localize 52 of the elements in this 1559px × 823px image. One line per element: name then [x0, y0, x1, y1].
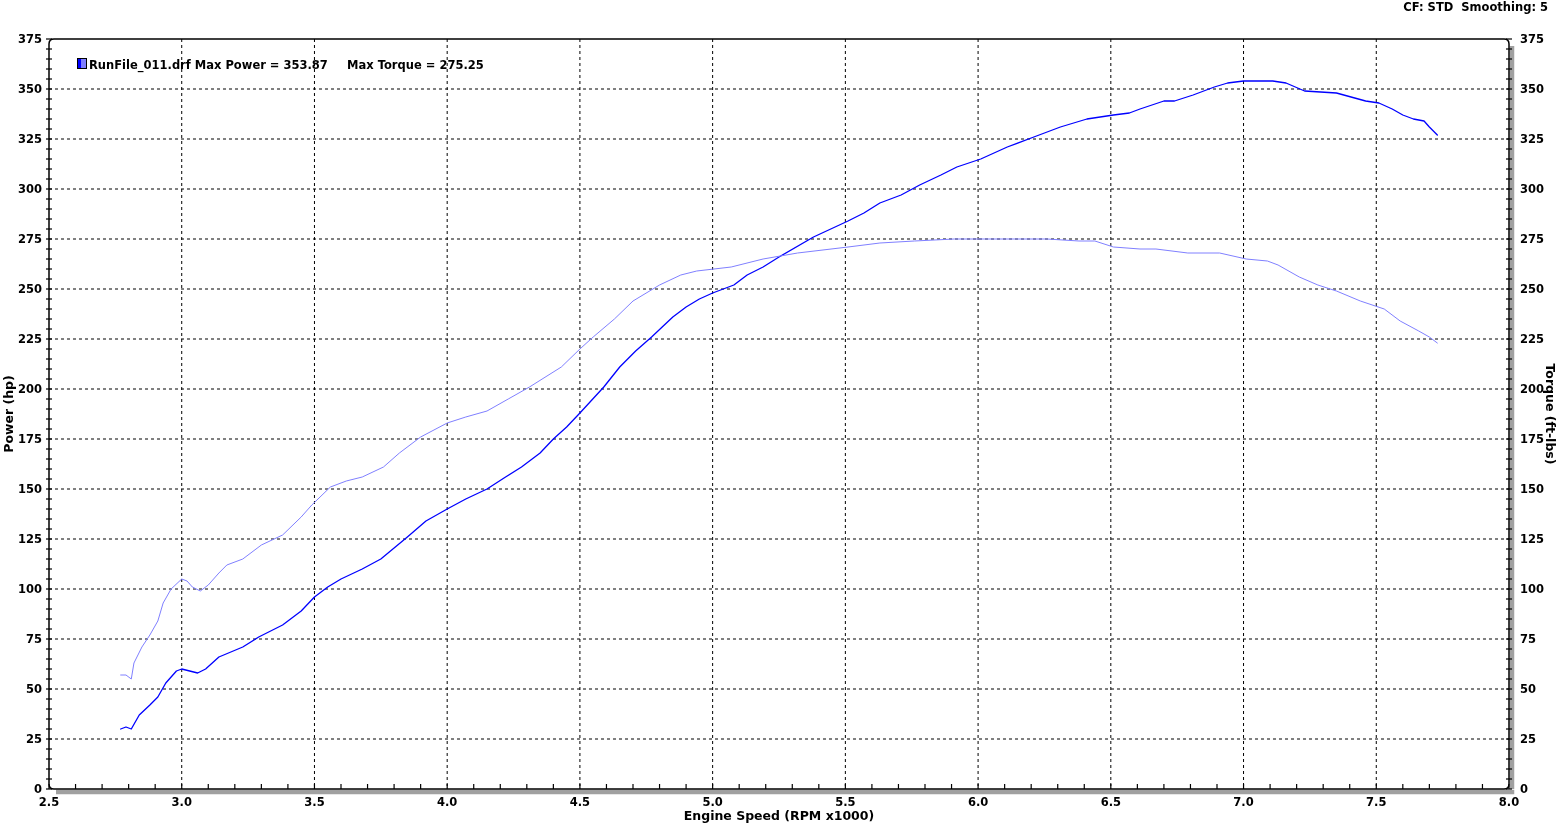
y2-tick-label: 175	[1520, 432, 1545, 446]
y-tick-label: 175	[17, 432, 42, 446]
x-tick-label: 3.0	[171, 795, 192, 809]
text: CF: STD Smoothing: 5	[1403, 0, 1548, 14]
x-tick-label: 2.5	[38, 795, 60, 809]
y-tick-label: 300	[17, 182, 42, 196]
y2-tick-label: 200	[1520, 382, 1545, 396]
y-tick-label: 375	[17, 32, 42, 46]
y2-tick-label: 25	[1520, 732, 1537, 746]
x-tick-label: 5.5	[835, 795, 856, 809]
y2-tick-label: 275	[1520, 232, 1545, 246]
y2-axis-title: Torque (ft-lbs)	[1543, 363, 1558, 465]
y-tick-label: 325	[17, 132, 42, 146]
x-tick-label: 4.0	[436, 795, 458, 809]
y2-tick-label: 225	[1520, 332, 1545, 346]
x-tick-label: 6.5	[1100, 795, 1122, 809]
y2-tick-label: 100	[1520, 582, 1545, 596]
x-tick-label: 6.0	[967, 795, 989, 809]
line-series	[120, 80, 1438, 730]
y2-tick-label: 50	[1520, 682, 1537, 696]
y2-tick-label: 350	[1520, 82, 1545, 96]
x-tick-label: 7.0	[1233, 795, 1254, 809]
y2-tick-label: 300	[1520, 182, 1545, 196]
y2-tick-label: 125	[1520, 532, 1545, 546]
x-tick-label: 4.5	[569, 795, 591, 809]
annotation: RunFile_011.drf Max Power = 353.87	[89, 58, 328, 73]
y-tick-label: 100	[17, 582, 42, 596]
y2-tick-label: 325	[1520, 132, 1545, 146]
x-tick-label: 7.5	[1366, 795, 1387, 809]
y-tick-label: 150	[17, 482, 42, 496]
y2-tick-label: 250	[1520, 282, 1545, 296]
y2-tick-label: 0	[1520, 782, 1529, 796]
x-tick-label: 3.5	[304, 795, 325, 809]
x-tick-label: 8.0	[1498, 795, 1520, 809]
y-tick-label: 25	[25, 732, 42, 746]
x-axis-title: Engine Speed (RPM x1000)	[683, 808, 875, 823]
y-tick-label: 50	[25, 682, 42, 696]
y2-tick-label: 150	[1520, 482, 1545, 496]
y-tick-label: 250	[17, 282, 42, 296]
y-tick-label: 125	[17, 532, 42, 546]
y-tick-label: 200	[17, 382, 42, 396]
y-tick-label: 225	[17, 332, 42, 346]
y-tick-label: 0	[33, 782, 42, 796]
y-tick-label: 75	[25, 632, 42, 646]
y2-tick-label: 75	[1520, 632, 1537, 646]
line-series	[120, 238, 1438, 680]
annotation: Max Torque = 275.25	[347, 58, 484, 72]
y-axis-title: Power (hp)	[1, 375, 16, 453]
y2-tick-label: 375	[1520, 32, 1545, 46]
y-tick-label: 275	[17, 232, 42, 246]
y-tick-label: 350	[17, 82, 42, 96]
x-tick-label: 5.0	[702, 795, 723, 809]
